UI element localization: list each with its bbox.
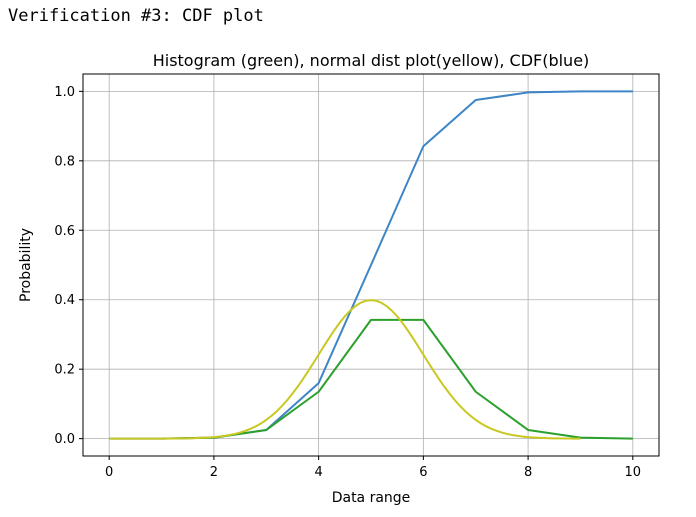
x-tick-label: 4 <box>314 465 322 480</box>
series-line <box>109 299 581 440</box>
y-tick-label: 0.6 <box>54 224 75 239</box>
y-axis-label: Probability <box>18 228 34 302</box>
cell-output-heading: Verification #3: CDF plot <box>8 6 264 26</box>
x-tick-label: 2 <box>210 465 218 480</box>
y-tick-label: 1.0 <box>54 85 75 100</box>
x-tick-label: 0 <box>105 465 113 480</box>
chart-title: Histogram (green), normal dist plot(yell… <box>153 51 590 70</box>
y-tick-label: 0.2 <box>54 363 75 378</box>
y-tick-label: 0.4 <box>54 293 75 308</box>
x-tick-label: 10 <box>625 465 642 480</box>
x-tick-label: 6 <box>419 465 427 480</box>
y-tick-label: 0.0 <box>54 432 75 447</box>
chart-series <box>109 90 633 440</box>
axis-ticks: 0 2 4 6 8 10 0.0 0.2 0.4 0.6 0.8 1.0 <box>54 85 641 480</box>
y-tick-label: 0.8 <box>54 154 75 169</box>
series-line <box>161 318 633 440</box>
x-axis-label: Data range <box>332 490 411 506</box>
plot-frame <box>82 73 660 457</box>
series-line <box>109 90 633 440</box>
x-tick-label: 8 <box>524 465 532 480</box>
